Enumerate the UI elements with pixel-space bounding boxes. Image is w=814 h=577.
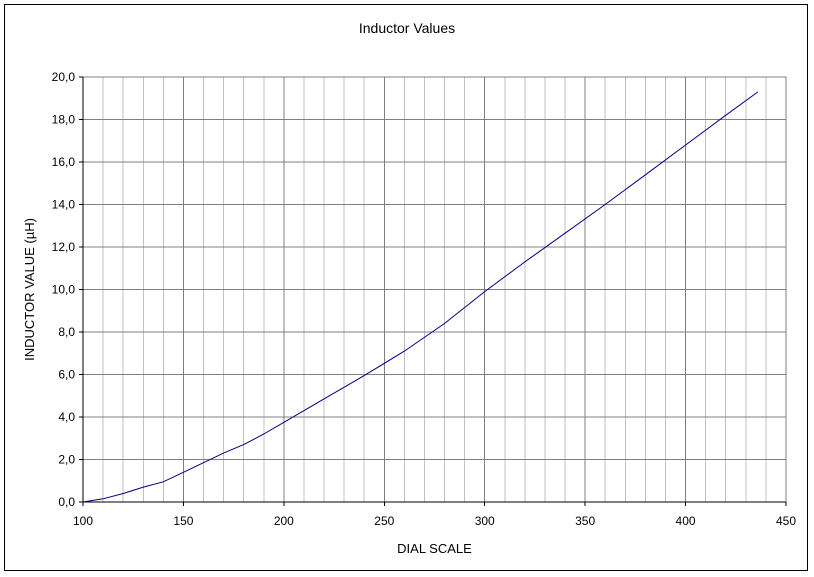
x-axis-title: DIAL SCALE: [397, 541, 472, 556]
y-tick-label: 2,0: [58, 453, 75, 467]
x-tick-label: 350: [575, 514, 595, 528]
y-tick-label: 6,0: [58, 368, 75, 382]
chart-frame: [4, 4, 808, 571]
y-tick-label: 0,0: [58, 495, 75, 509]
y-tick-label: 16,0: [52, 155, 76, 169]
x-tick-label: 100: [73, 514, 93, 528]
chart-title: Inductor Values: [358, 20, 456, 36]
x-tick-label: 200: [274, 514, 294, 528]
y-tick-label: 10,0: [52, 283, 76, 297]
x-tick-label: 450: [776, 514, 796, 528]
series-group: [82, 91, 759, 503]
y-axis: 0,0 2,0 4,0 6,0 8,0 10,0 12,0 14,0 16,0 18,0 20,0: [52, 70, 84, 509]
y-tick-label: 18,0: [52, 113, 76, 127]
y-axis-title: INDUCTOR VALUE (µH): [22, 218, 37, 361]
y-tick-label: 12,0: [52, 240, 76, 254]
grid: [83, 77, 786, 502]
x-tick-label: 300: [475, 514, 495, 528]
y-tick-label: 14,0: [52, 198, 76, 212]
x-tick-label: 400: [676, 514, 696, 528]
y-tick-label: 4,0: [58, 410, 75, 424]
series-line: [82, 91, 759, 503]
x-axis: 100 150 200 250 300 350 400 450: [73, 501, 796, 528]
y-tick-label: 8,0: [58, 325, 75, 339]
y-tick-label: 20,0: [52, 70, 76, 84]
x-tick-label: 250: [374, 514, 394, 528]
x-tick-label: 150: [173, 514, 193, 528]
